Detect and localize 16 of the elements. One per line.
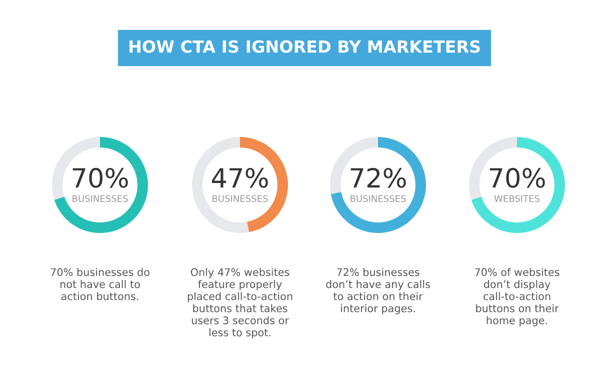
text: Only 47% websites feature properly placed call-to-action buttons that takes users 3 seconds or less to spot.	[188, 268, 292, 338]
data-label: 47%	[212, 168, 268, 188]
text: 70% businesses do not have call to action buttons.	[50, 268, 150, 300]
text: 70% of websites don’t display call-to-action buttons on their home page.	[475, 268, 560, 326]
text: HOW CTA IS IGNORED BY MARKETERS	[130, 40, 480, 53]
data-label: 70%	[490, 168, 545, 188]
data-label: 72%	[350, 168, 406, 188]
donut-slice	[330, 137, 426, 233]
data-label: 70%	[72, 168, 128, 188]
donut-slice	[54, 137, 148, 233]
slice-label: BUSINESSES	[72, 195, 128, 202]
slice-label: WEBSITES	[494, 195, 540, 202]
slice-label: BUSINESSES	[350, 195, 406, 202]
slice-label: BUSINESSES	[212, 195, 268, 202]
donut-slice	[471, 137, 565, 233]
text: 72% businesses don’t have any calls to action on their interior pages.	[326, 268, 430, 314]
